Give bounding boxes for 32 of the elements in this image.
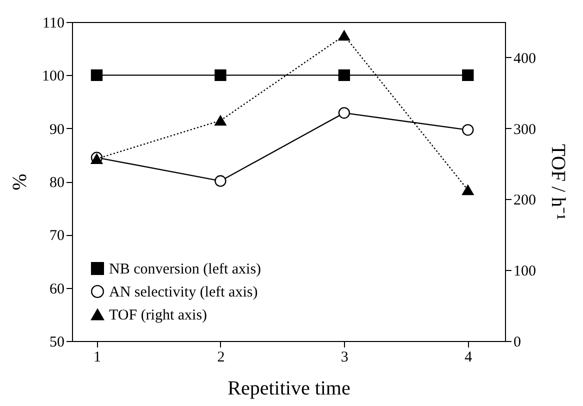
point <box>214 115 226 126</box>
y2-tick-label: 400 <box>514 50 536 67</box>
y-axis-title: % <box>9 174 31 190</box>
point <box>338 69 350 82</box>
point <box>462 124 474 136</box>
y2-tick-label: 300 <box>514 122 536 138</box>
y-tick-label: 90 <box>50 122 64 138</box>
y-tick-label: 60 <box>50 281 64 298</box>
point <box>462 184 474 196</box>
legend-label: TOF (right axis) <box>109 308 208 324</box>
point <box>214 69 226 82</box>
legend-label: AN selectivity (left axis) <box>109 284 258 300</box>
legend-label: NB conversion (left axis) <box>109 262 262 278</box>
x-tick-label: 1 <box>93 350 101 366</box>
point <box>90 69 103 82</box>
point <box>214 175 226 187</box>
x-tick-label: 3 <box>340 350 348 366</box>
x-axis-title: Repetitive time <box>228 378 350 400</box>
x-tick-label: 2 <box>217 350 225 366</box>
point <box>338 30 350 41</box>
y2-axis-title: TOF / h⁻¹ <box>547 144 569 220</box>
y2-tick-label: 200 <box>514 192 536 209</box>
point <box>462 69 474 82</box>
y2-tick-label: 100 <box>514 264 536 280</box>
y-tick-label: 100 <box>42 68 64 85</box>
y2-tick-label: 0 <box>514 334 521 350</box>
y-tick-label: 80 <box>50 175 64 191</box>
y-tick-label: 110 <box>42 16 64 32</box>
x-tick-label: 4 <box>464 350 473 366</box>
y-tick-label: 50 <box>50 334 64 350</box>
point <box>338 107 350 119</box>
y-tick-label: 70 <box>50 228 64 244</box>
